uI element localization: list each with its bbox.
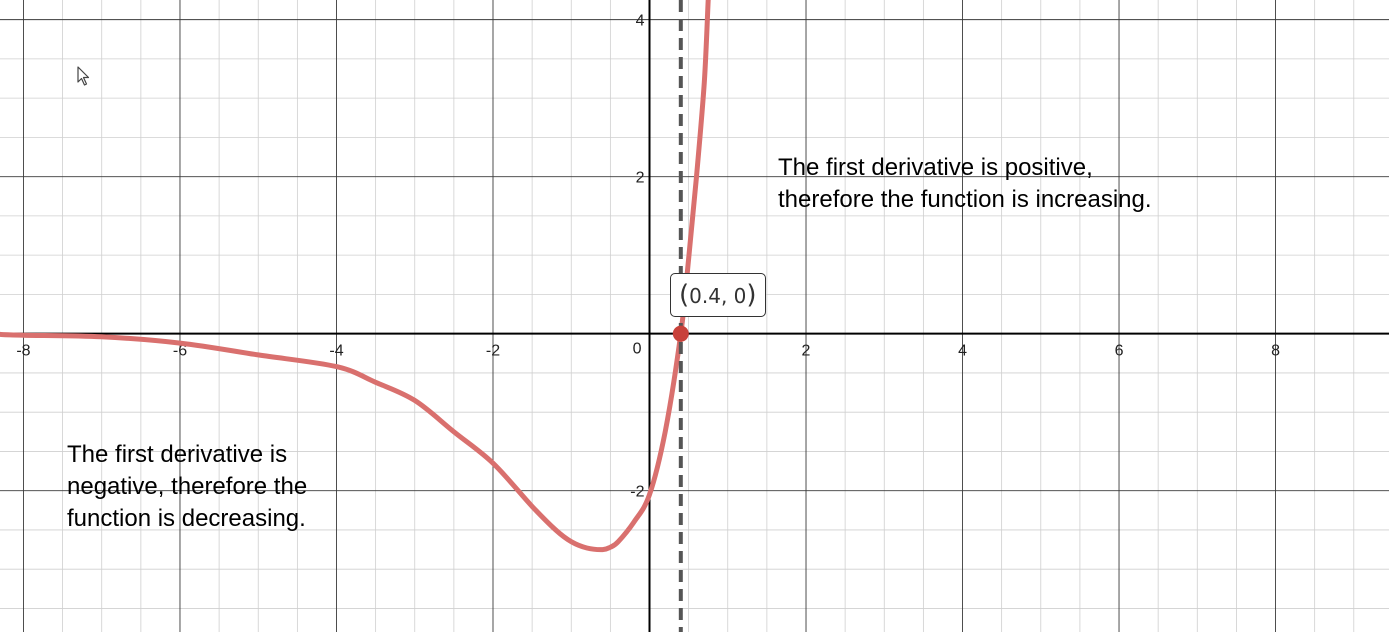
y-tick-label: -2 <box>630 484 644 501</box>
x-tick-label: 4 <box>958 343 967 360</box>
y-tick-label: 2 <box>636 170 645 187</box>
x-tick-label: -8 <box>16 343 30 360</box>
annotation-positive-derivative: The first derivative is positive, theref… <box>778 154 1152 213</box>
annotation-negative-derivative: The first derivative is negative, theref… <box>67 441 308 532</box>
x-tick-labels: -8 -6 -4 -2 2 4 6 8 <box>16 343 1280 360</box>
point-coordinate-label: (0.4, 0) <box>670 273 766 317</box>
x-tick-label: -2 <box>486 343 500 360</box>
x-tick-label: 6 <box>1115 343 1124 360</box>
mouse-cursor-icon <box>77 66 90 86</box>
x-tick-label: 2 <box>802 343 811 360</box>
y-tick-labels: 4 2 -2 <box>630 13 644 501</box>
x-tick-label: -6 <box>173 343 187 360</box>
point-label-open-paren: ( <box>679 280 690 310</box>
x-tick-label: -4 <box>329 343 343 360</box>
y-tick-label: 4 <box>636 13 645 30</box>
point-label-close-paren: ) <box>746 280 757 310</box>
origin-label: 0 <box>633 341 642 358</box>
intersection-point[interactable] <box>672 325 689 342</box>
point-label-text: 0.4, 0 <box>689 284 747 308</box>
x-tick-label: 8 <box>1271 343 1280 360</box>
